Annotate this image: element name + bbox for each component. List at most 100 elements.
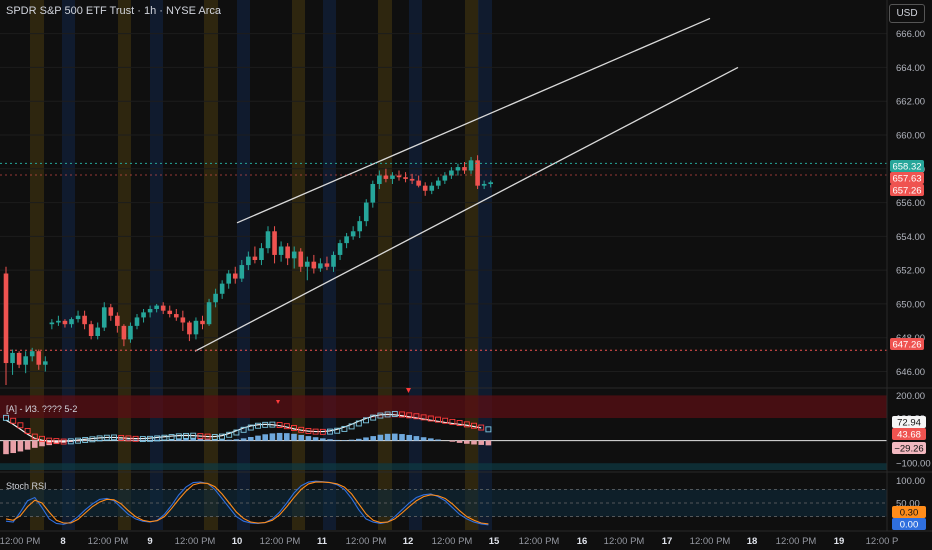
macd-signal-marker (413, 413, 420, 420)
candle-body (56, 320, 61, 323)
macd-line (5, 413, 482, 443)
macd-signal-marker (283, 423, 290, 430)
macd-signal-marker (175, 433, 182, 440)
macd-histogram-bar (406, 434, 412, 441)
candle-body (141, 312, 146, 318)
candle-body (213, 293, 218, 303)
macd-signal-marker (370, 414, 377, 421)
macd-value-tag (892, 416, 926, 428)
session-band (62, 0, 75, 530)
macd-histogram-bar (183, 438, 189, 441)
candle-body (180, 317, 186, 323)
channel-line (236, 17, 711, 224)
candle-body (278, 246, 284, 255)
candle-body (449, 170, 454, 176)
macd-histogram-bar (478, 440, 484, 445)
macd-signal-marker (348, 423, 355, 430)
time-axis-tick: 9 (147, 536, 152, 547)
macd-signal-marker (190, 432, 197, 439)
macd-signal-marker (442, 417, 449, 424)
time-axis-tick: 17 (662, 536, 673, 547)
candle-body (206, 302, 212, 325)
candle-body (82, 315, 87, 325)
macd-histogram-bar (147, 439, 153, 441)
macd-histogram-bar (356, 438, 362, 441)
macd-histogram-bar (154, 439, 160, 441)
candle-body (403, 177, 408, 179)
macd-signal-marker (10, 417, 17, 424)
candle-body (291, 251, 297, 259)
macd-histogram-bar (240, 438, 247, 441)
candle-body (219, 283, 225, 294)
currency-button[interactable]: USD (889, 4, 925, 23)
candle-body (167, 310, 173, 315)
macd-histogram-bar (392, 433, 398, 441)
stoch-axis-tick: 100.00 (896, 476, 925, 487)
candle-body (75, 315, 81, 320)
macd-histogram-bar (464, 440, 470, 444)
time-axis-tick: 8 (60, 536, 65, 547)
candle-body (416, 180, 421, 186)
candle-body (442, 175, 448, 181)
macd-signal-marker (161, 434, 168, 441)
candle-body (115, 315, 120, 326)
macd-signal-marker (118, 434, 125, 441)
price-tag (890, 160, 924, 172)
macd-signal-marker (384, 411, 391, 418)
candle-body (377, 175, 382, 184)
macd-histogram-bar (449, 440, 456, 442)
macd-signal-marker (154, 435, 161, 442)
stoch-value-label: 0.30 (900, 508, 919, 519)
macd-signal-marker (233, 429, 240, 436)
candle-body (383, 175, 389, 179)
macd-value-tag (892, 442, 926, 454)
time-axis-tick: 15 (489, 536, 500, 547)
macd-value-label: −29.26 (894, 444, 923, 455)
macd-histogram-bar (334, 439, 340, 441)
macd-indicator-label[interactable]: [A] - ИЗ. ???? 5-2 (6, 404, 78, 414)
macd-histogram-bar (24, 440, 31, 450)
macd-signal-marker (298, 426, 305, 433)
time-axis-tick: 19 (834, 536, 845, 547)
macd-signal-marker (204, 433, 211, 440)
candle-body (3, 273, 9, 364)
price-axis-tick: 666.00 (896, 29, 925, 40)
candle-body (331, 254, 336, 267)
macd-histogram-bar (399, 434, 405, 441)
session-band (465, 0, 479, 530)
macd-histogram-bar (276, 432, 283, 441)
candle-body (350, 231, 356, 237)
macd-histogram-bar (262, 434, 268, 441)
macd-signal-marker (168, 434, 175, 440)
candle-body (174, 314, 179, 318)
macd-histogram-bar (125, 439, 132, 441)
macd-signal-marker (463, 421, 470, 428)
stoch-value-label: 0.00 (900, 520, 919, 531)
macd-axis-tick: −100.00 (896, 459, 931, 470)
price-axis-tick: 646.00 (896, 367, 925, 378)
stoch-rsi-label[interactable]: Stoch RSI (6, 481, 47, 491)
macd-signal-marker (31, 433, 38, 440)
candle-body (344, 236, 349, 244)
candle-body (43, 361, 48, 365)
macd-histogram-bar (118, 439, 124, 441)
time-axis-tick: 12:00 PM (260, 536, 301, 547)
price-tag (890, 172, 924, 184)
macd-histogram-bar (39, 440, 45, 447)
candle-body (259, 248, 264, 260)
session-band (478, 0, 492, 530)
candle-body (357, 221, 362, 232)
macd-signal-marker (247, 424, 254, 431)
macd-histogram-bar (190, 437, 196, 441)
stoch-axis-tick: 50.00 (896, 499, 920, 510)
sell-arrow-icon (276, 400, 280, 404)
candle-body (128, 325, 133, 340)
macd-signal-marker (478, 424, 485, 431)
macd-signal-marker (197, 433, 204, 440)
macd-signal-marker (406, 412, 413, 419)
macd-signal-marker (125, 435, 132, 442)
macd-histogram-bar (471, 440, 477, 445)
macd-histogram-bar (384, 433, 391, 441)
candle-body (154, 305, 159, 309)
